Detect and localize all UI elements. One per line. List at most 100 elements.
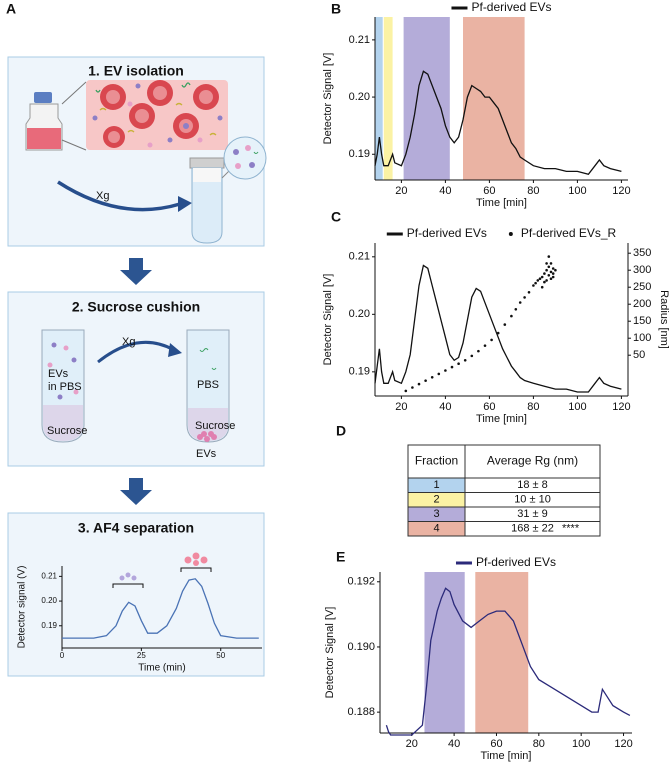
x-tick-label: 80 [533, 738, 545, 750]
y2-tick-label: 350 [633, 247, 651, 259]
x-tick-label: 20 [406, 738, 418, 750]
tube-label: EVs [196, 448, 217, 460]
y-tick-label: 0.21 [349, 34, 370, 46]
x-tick-label: 20 [395, 401, 407, 413]
y-tick-label: 0.21 [349, 251, 370, 263]
scatter-point [545, 279, 548, 282]
y-tick-label: 0.21 [41, 571, 57, 580]
scatter-point [547, 274, 551, 277]
x-axis-label: Time (min) [138, 663, 185, 674]
panel-label: C [331, 209, 341, 225]
scatter-point [483, 344, 487, 347]
force-label: Xg [122, 336, 135, 348]
y-tick-label: 0.19 [349, 148, 370, 160]
scatter-point [437, 372, 441, 376]
scatter-point [496, 331, 500, 335]
x-tick-label: 60 [483, 401, 495, 413]
legend-label: Pf-derived EVs [471, 0, 551, 14]
y-tick-label: 0.188 [347, 706, 375, 718]
x-tick-label: 60 [490, 738, 502, 750]
line-series [374, 70, 622, 176]
y-axis-label: Detector signal (V) [17, 566, 28, 649]
scatter-point [424, 379, 427, 383]
scatter-point [404, 389, 408, 393]
scatter-point [532, 284, 535, 287]
x-tick-label: 120 [612, 185, 630, 197]
y2-axis-label: Radius [nm] [658, 290, 670, 349]
scatter-point [545, 262, 548, 265]
tube-label: PBS [197, 379, 219, 391]
step-2-box: 2. Sucrose cushion EVs in PBS Sucrose Xg… [7, 291, 265, 467]
scatter-point [547, 265, 551, 269]
scatter-point [538, 277, 542, 281]
fraction-band [463, 17, 525, 180]
scatter-point [543, 272, 546, 275]
scatter-point [551, 272, 555, 275]
chart: 0 25 50 0.19 0.20 0.21 Time (min) Detector sign… [17, 566, 262, 674]
scatter-point [554, 268, 557, 272]
x-tick-label: 40 [439, 185, 451, 197]
panel-label: A [6, 1, 16, 17]
y-tick-label: 0.190 [347, 641, 375, 653]
panel-label: D [336, 423, 346, 439]
x-tick-label: 80 [527, 401, 539, 413]
x-tick-label: 40 [439, 401, 451, 413]
legend-label: Pf-derived EVs_R [521, 226, 617, 240]
panel-label: E [336, 549, 345, 565]
table-cell: 2 [433, 494, 439, 506]
x-tick-label: 80 [527, 185, 539, 197]
significance: **** [562, 523, 580, 535]
scatter-point [549, 262, 553, 265]
scatter-point [477, 349, 480, 353]
scatter-point [545, 268, 548, 272]
x-axis-label: Time [min] [481, 750, 532, 762]
line-series [374, 264, 622, 393]
scatter-point [503, 323, 507, 326]
x-tick-label: 20 [395, 185, 407, 197]
legend: Pf-derived EVs [451, 0, 552, 14]
scatter-point [549, 270, 553, 274]
legend-symbol [508, 232, 513, 236]
y2-tick-label: 50 [633, 349, 645, 361]
scatter-point [463, 359, 467, 362]
chart: 20 40 60 80 100 120 0.19 0.20 0.21 Time [min] Dete… [322, 0, 631, 209]
table-cell: 31 ± 9 [517, 508, 548, 520]
panel-label: B [331, 1, 341, 17]
y-tick-label: 0.19 [41, 621, 57, 630]
flow-arrow [120, 258, 152, 285]
scatter-point [536, 279, 540, 282]
chart: 20 40 60 80 100 120 0.188 0.190 0.192 Time [min] D… [324, 555, 633, 762]
y2-tick-label: 100 [633, 332, 651, 344]
x-tick-label: 120 [612, 401, 630, 413]
scatter-point [523, 296, 526, 299]
scatter-point [411, 386, 414, 389]
legend: Pf-derived EVs Pf-derived EVs_R [386, 226, 617, 240]
tube-label: EVs [48, 368, 69, 380]
y-axis-label: Detector Signal [V] [322, 53, 334, 145]
fraction-band [383, 17, 393, 180]
scatter-point [540, 275, 544, 279]
step-title: 3. AF4 separation [78, 520, 194, 536]
table-cell: 1 [433, 479, 439, 491]
x-tick-label: 60 [483, 185, 495, 197]
y2-tick-label: 250 [633, 281, 651, 293]
scatter-point [518, 301, 522, 304]
x-axis-label: Time [min] [476, 197, 527, 209]
step-3-box: 3. AF4 separation [7, 512, 265, 677]
table-cell: 18 ± 8 [517, 479, 548, 491]
fraction-band [403, 17, 450, 180]
x-tick-label: 25 [137, 651, 146, 660]
force-label: Xg [96, 190, 109, 202]
fraction-band [424, 572, 465, 733]
y-tick-label: 0.20 [349, 308, 370, 320]
tube-label: Sucrose [47, 425, 87, 437]
scatter-point [540, 285, 544, 289]
y-tick-label: 0.20 [349, 91, 370, 103]
y2-tick-label: 150 [633, 315, 651, 327]
scatter-point [430, 376, 434, 379]
fraction-cell [407, 521, 466, 537]
scatter-point [470, 354, 474, 358]
scatter-point [510, 314, 513, 318]
x-tick-label: 100 [568, 401, 586, 413]
